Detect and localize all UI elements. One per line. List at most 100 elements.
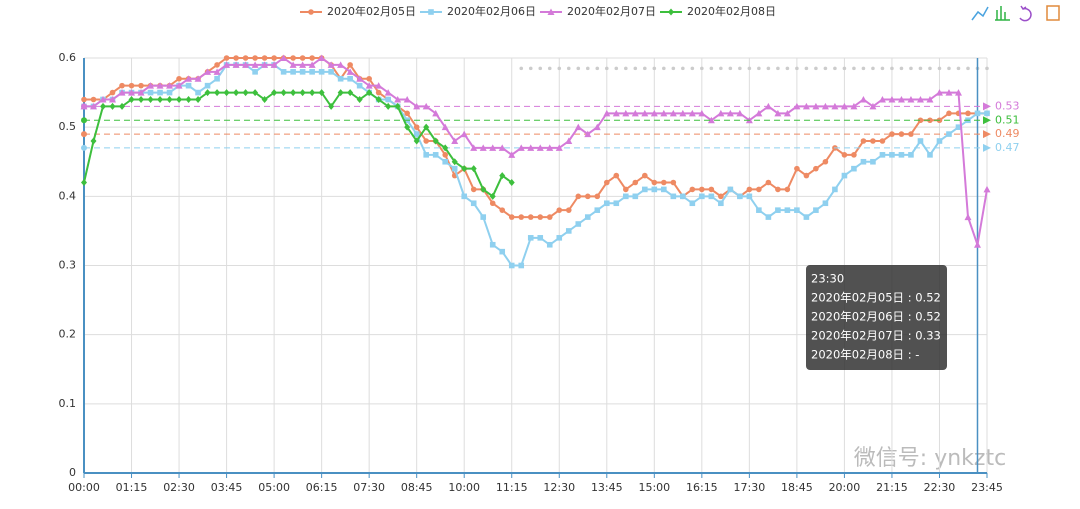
point bbox=[442, 158, 448, 165]
point bbox=[470, 165, 477, 173]
tool-line[interactable] bbox=[971, 6, 989, 21]
top-dot bbox=[662, 66, 666, 71]
point bbox=[841, 172, 848, 179]
point bbox=[166, 89, 173, 96]
point bbox=[242, 89, 249, 97]
point bbox=[965, 110, 971, 117]
point bbox=[271, 89, 278, 97]
point bbox=[214, 75, 220, 82]
point bbox=[669, 109, 677, 117]
top-dot bbox=[585, 66, 590, 71]
point bbox=[812, 102, 820, 110]
point bbox=[547, 8, 555, 15]
point bbox=[185, 82, 192, 89]
point bbox=[498, 144, 506, 151]
point bbox=[118, 89, 126, 96]
point bbox=[632, 193, 639, 200]
top-dot bbox=[956, 66, 961, 71]
point bbox=[290, 55, 296, 61]
tool-save[interactable] bbox=[1046, 5, 1060, 21]
point bbox=[242, 61, 250, 68]
point bbox=[499, 207, 506, 213]
point bbox=[489, 200, 496, 207]
point bbox=[518, 214, 525, 220]
top-dot bbox=[681, 66, 685, 71]
point bbox=[718, 193, 724, 200]
tool-restore[interactable] bbox=[1019, 5, 1032, 22]
tool-bar[interactable] bbox=[995, 6, 1010, 21]
point bbox=[546, 214, 553, 220]
point bbox=[261, 55, 268, 61]
point bbox=[290, 89, 297, 97]
point bbox=[527, 144, 535, 151]
top-dot bbox=[604, 66, 609, 71]
top-dot bbox=[852, 66, 856, 71]
legend-item[interactable]: 2020年02月08日 bbox=[660, 4, 776, 18]
x-tick-label: 20:00 bbox=[829, 481, 861, 494]
top-dot bbox=[728, 66, 733, 71]
point bbox=[822, 158, 829, 165]
point bbox=[460, 130, 468, 138]
top-dot bbox=[700, 66, 704, 71]
tooltip-line: 2020年02月06日 : 0.52 bbox=[811, 310, 941, 324]
point bbox=[784, 207, 791, 213]
point bbox=[403, 96, 411, 103]
point bbox=[851, 152, 857, 158]
point bbox=[840, 102, 848, 110]
point bbox=[869, 102, 877, 110]
point bbox=[432, 137, 439, 145]
point bbox=[736, 109, 744, 117]
legend-item[interactable]: 2020年02月06日 bbox=[420, 4, 536, 18]
point bbox=[432, 152, 439, 158]
point bbox=[261, 96, 268, 103]
point bbox=[879, 152, 886, 158]
point bbox=[764, 102, 772, 110]
point bbox=[138, 82, 144, 89]
point bbox=[100, 102, 107, 110]
point bbox=[299, 69, 306, 75]
point bbox=[480, 185, 487, 193]
point bbox=[489, 192, 496, 200]
point bbox=[594, 207, 601, 213]
point bbox=[746, 193, 753, 200]
point bbox=[536, 144, 544, 151]
point bbox=[508, 179, 515, 186]
point bbox=[917, 138, 924, 144]
point bbox=[327, 61, 335, 68]
point bbox=[831, 102, 839, 110]
legend-item[interactable]: 2020年02月07日 bbox=[540, 4, 656, 18]
x-tick-label: 06:15 bbox=[306, 481, 338, 494]
point bbox=[575, 221, 582, 227]
point bbox=[375, 82, 383, 89]
point bbox=[214, 89, 221, 97]
point bbox=[423, 138, 429, 144]
legend-item[interactable]: 2020年02月05日 bbox=[300, 4, 416, 18]
x-tick-label: 01:15 bbox=[116, 481, 148, 494]
point bbox=[575, 193, 582, 200]
point bbox=[109, 89, 116, 96]
point bbox=[289, 61, 297, 68]
point bbox=[432, 109, 440, 117]
point bbox=[223, 55, 230, 61]
point bbox=[756, 207, 762, 213]
point bbox=[90, 102, 98, 110]
tooltip-line: 2020年02月05日 : 0.52 bbox=[811, 291, 941, 305]
top-dot bbox=[747, 66, 752, 71]
point bbox=[413, 137, 420, 145]
point bbox=[907, 96, 915, 103]
point bbox=[603, 109, 611, 117]
toolbox[interactable] bbox=[971, 5, 1060, 22]
point bbox=[603, 179, 610, 186]
point bbox=[204, 68, 212, 75]
point bbox=[214, 62, 220, 68]
point bbox=[175, 82, 183, 89]
x-tick-label: 23:45 bbox=[971, 481, 1003, 494]
point bbox=[613, 200, 620, 207]
point bbox=[851, 165, 857, 172]
average-label: 0.49 bbox=[995, 127, 1020, 140]
x-tick-label: 12:30 bbox=[543, 481, 575, 494]
point bbox=[737, 193, 743, 200]
series-line bbox=[83, 91, 513, 198]
top-dot bbox=[709, 66, 714, 71]
point bbox=[499, 248, 506, 255]
